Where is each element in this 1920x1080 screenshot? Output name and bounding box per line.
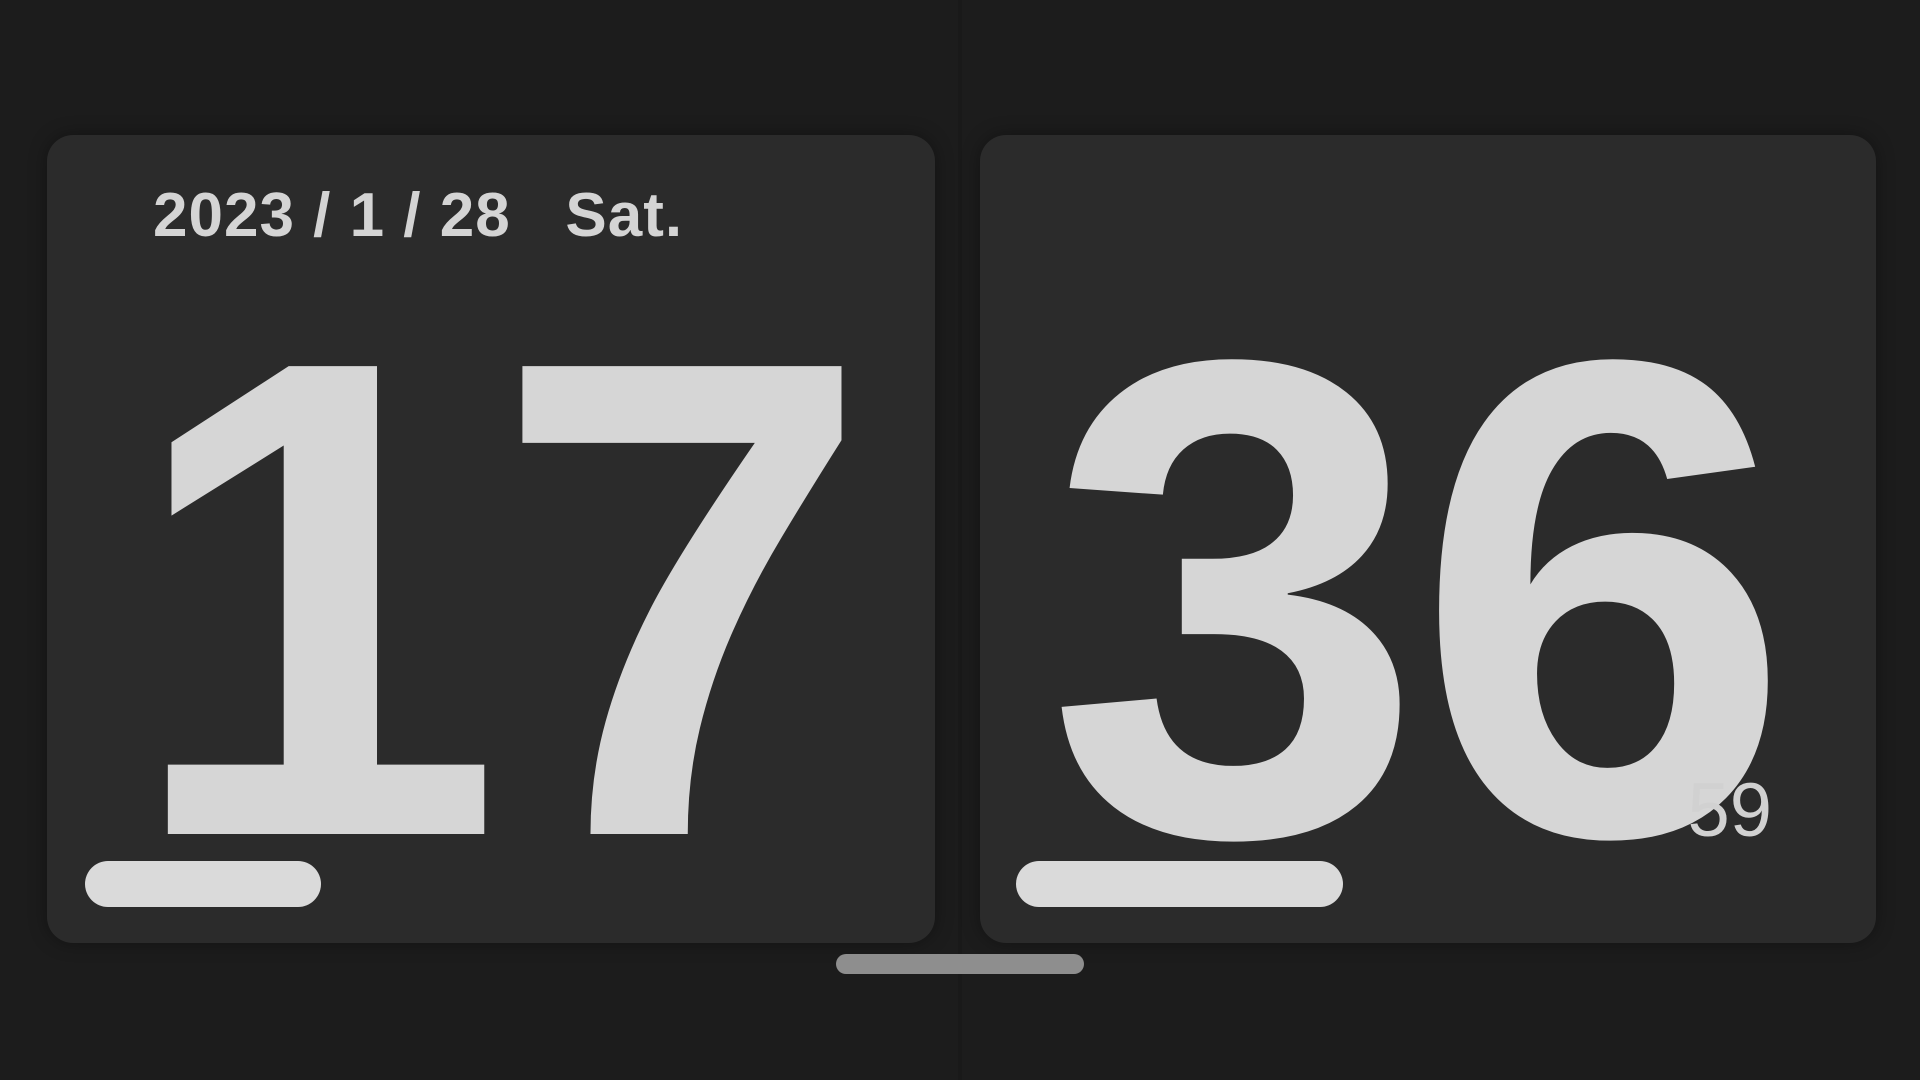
hours-progress-fill <box>85 861 321 907</box>
hours-card: 2023 / 1 / 28 Sat. 17 <box>47 135 935 943</box>
home-indicator[interactable] <box>836 954 1084 974</box>
minutes-card: 36 59 <box>980 135 1876 943</box>
minutes-digits: 36 <box>1046 219 1792 979</box>
hours-digits: 17 <box>125 219 871 979</box>
hours-progress-track <box>85 861 845 907</box>
date-label: 2023 / 1 / 28 Sat. <box>153 181 684 250</box>
center-divider <box>958 0 962 1080</box>
minutes-progress-fill <box>1016 861 1343 907</box>
seconds-label: 59 <box>1687 768 1772 853</box>
minutes-progress-track <box>1016 861 1776 907</box>
